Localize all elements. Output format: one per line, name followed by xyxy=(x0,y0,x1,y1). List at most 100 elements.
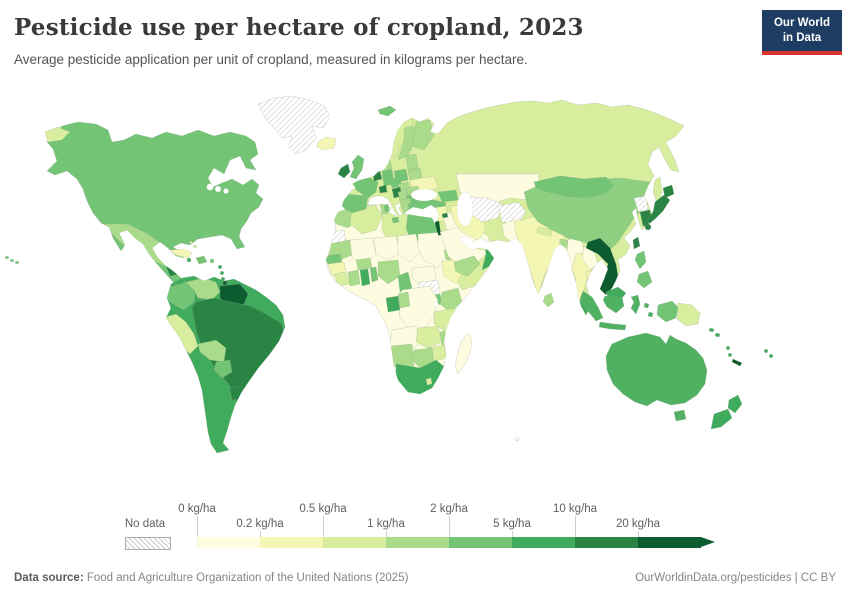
country-philippines-mindanao[interactable] xyxy=(636,270,653,289)
world-map[interactable] xyxy=(0,92,850,470)
country-puerto-rico[interactable] xyxy=(209,258,215,264)
country-solomon-islands[interactable] xyxy=(708,327,721,338)
legend-segment[interactable] xyxy=(512,537,575,548)
country-senegal[interactable] xyxy=(324,253,343,265)
country-hawaii[interactable] xyxy=(4,255,20,265)
country-hispaniola[interactable] xyxy=(195,255,208,265)
country-uae[interactable] xyxy=(473,241,487,251)
country-zambia[interactable] xyxy=(415,325,443,349)
country-denmark[interactable] xyxy=(381,159,393,171)
legend-no-data-label: No data xyxy=(124,518,166,530)
country-burkina-faso[interactable] xyxy=(355,257,373,271)
world-map-svg[interactable] xyxy=(0,92,850,470)
country-ivory-coast[interactable] xyxy=(347,269,361,287)
legend-segment[interactable] xyxy=(197,537,260,548)
country-nigeria[interactable] xyxy=(377,259,401,285)
legend-segment[interactable] xyxy=(575,537,638,548)
legend-segment[interactable] xyxy=(449,537,512,548)
legend-tick-label: 5 kg/ha xyxy=(493,518,531,530)
country-sicily[interactable] xyxy=(391,216,400,224)
country-lesotho[interactable] xyxy=(425,377,433,386)
country-vanuatu[interactable] xyxy=(725,345,733,358)
country-java[interactable] xyxy=(598,321,627,331)
country-sardinia[interactable] xyxy=(383,203,390,213)
footer-source: Data source: Food and Agriculture Organi… xyxy=(14,572,408,584)
country-kenya[interactable] xyxy=(439,287,463,313)
country-bahamas[interactable] xyxy=(188,240,198,249)
legend-tick-label: 10 kg/ha xyxy=(552,503,598,515)
map-legend[interactable]: No data 0 kg/ha 0.2 kg/ha 0.5 kg/ha 1 kg/ha… xyxy=(0,503,850,555)
country-mongolia[interactable] xyxy=(533,175,615,199)
country-japan-honshu[interactable] xyxy=(646,194,671,225)
country-niger[interactable] xyxy=(373,235,401,261)
country-japan-hokkaido[interactable] xyxy=(662,184,675,199)
legend-tick-label: 2 kg/ha xyxy=(430,503,468,515)
country-poland[interactable] xyxy=(393,168,409,183)
country-sumatra[interactable] xyxy=(579,290,604,322)
country-philippines-luzon[interactable] xyxy=(634,250,647,270)
country-nepal[interactable] xyxy=(536,226,553,237)
footer-license[interactable]: CC BY xyxy=(800,572,836,584)
country-tasmania[interactable] xyxy=(673,409,687,422)
country-greenland[interactable] xyxy=(257,95,331,155)
country-ghana[interactable] xyxy=(359,268,371,287)
country-moluccas[interactable] xyxy=(643,302,654,318)
legend-arrow xyxy=(701,537,715,547)
country-north-korea[interactable] xyxy=(633,195,649,213)
footer-attribution: OurWorldinData.org/pesticides | CC BY xyxy=(635,572,836,584)
country-new-zealand-north[interactable] xyxy=(727,394,743,414)
country-paraguay[interactable] xyxy=(213,359,233,379)
region-chukotka[interactable] xyxy=(44,126,71,143)
country-sri-lanka[interactable] xyxy=(542,292,555,308)
country-finland[interactable] xyxy=(411,119,435,151)
country-borneo-indonesia[interactable] xyxy=(602,295,625,314)
country-ireland[interactable] xyxy=(337,163,351,179)
country-sulawesi[interactable] xyxy=(630,294,641,315)
country-cameroon[interactable] xyxy=(397,271,413,293)
legend-tick-label: 1 kg/ha xyxy=(367,518,405,530)
legend-segment[interactable] xyxy=(323,537,386,548)
country-papua-new-guinea[interactable] xyxy=(676,302,701,327)
legend-segment[interactable] xyxy=(260,537,323,548)
legend-segment[interactable] xyxy=(386,537,449,548)
country-togo-benin[interactable] xyxy=(369,266,379,283)
country-congo[interactable] xyxy=(397,291,411,309)
country-cuba[interactable] xyxy=(169,248,193,259)
country-taiwan[interactable] xyxy=(632,236,641,250)
country-uk[interactable] xyxy=(349,154,365,180)
country-west-papua[interactable] xyxy=(656,300,679,323)
country-jamaica[interactable] xyxy=(186,257,192,263)
legend-segment[interactable] xyxy=(638,537,701,548)
legend-tick-label: 0 kg/ha xyxy=(178,503,216,515)
country-china[interactable] xyxy=(523,175,655,253)
legend-tick-mark xyxy=(449,516,450,537)
country-svalbard[interactable] xyxy=(377,105,397,117)
country-guyanas[interactable] xyxy=(219,283,249,307)
country-belize[interactable] xyxy=(178,259,184,266)
country-fiji[interactable] xyxy=(763,348,774,359)
country-iceland[interactable] xyxy=(316,136,337,151)
country-caucasus[interactable] xyxy=(437,189,459,203)
country-algeria[interactable] xyxy=(349,204,383,235)
country-mali[interactable] xyxy=(349,237,377,265)
footer-link[interactable]: OurWorldinData.org/pesticides xyxy=(635,572,792,584)
country-chad[interactable] xyxy=(397,233,421,263)
legend-no-data-swatch[interactable] xyxy=(125,537,171,550)
country-new-caledonia[interactable] xyxy=(731,358,743,367)
country-new-zealand-south[interactable] xyxy=(710,408,733,430)
country-cyprus[interactable] xyxy=(441,212,449,219)
country-qatar[interactable] xyxy=(476,238,482,246)
country-madagascar[interactable] xyxy=(454,332,473,375)
region-canada-usa[interactable] xyxy=(46,121,264,300)
country-switzerland[interactable] xyxy=(378,184,388,194)
country-australia[interactable] xyxy=(605,332,708,407)
country-trinidad[interactable] xyxy=(222,280,228,286)
country-uruguay[interactable] xyxy=(229,385,245,401)
country-japan-kyushu[interactable] xyxy=(644,223,652,231)
country-lesser-antilles[interactable] xyxy=(217,264,226,282)
owid-logo[interactable]: Our World in Data xyxy=(762,10,842,55)
country-gabon[interactable] xyxy=(385,295,401,313)
region-kerguelen[interactable] xyxy=(514,436,520,442)
country-baltics[interactable] xyxy=(405,153,419,171)
